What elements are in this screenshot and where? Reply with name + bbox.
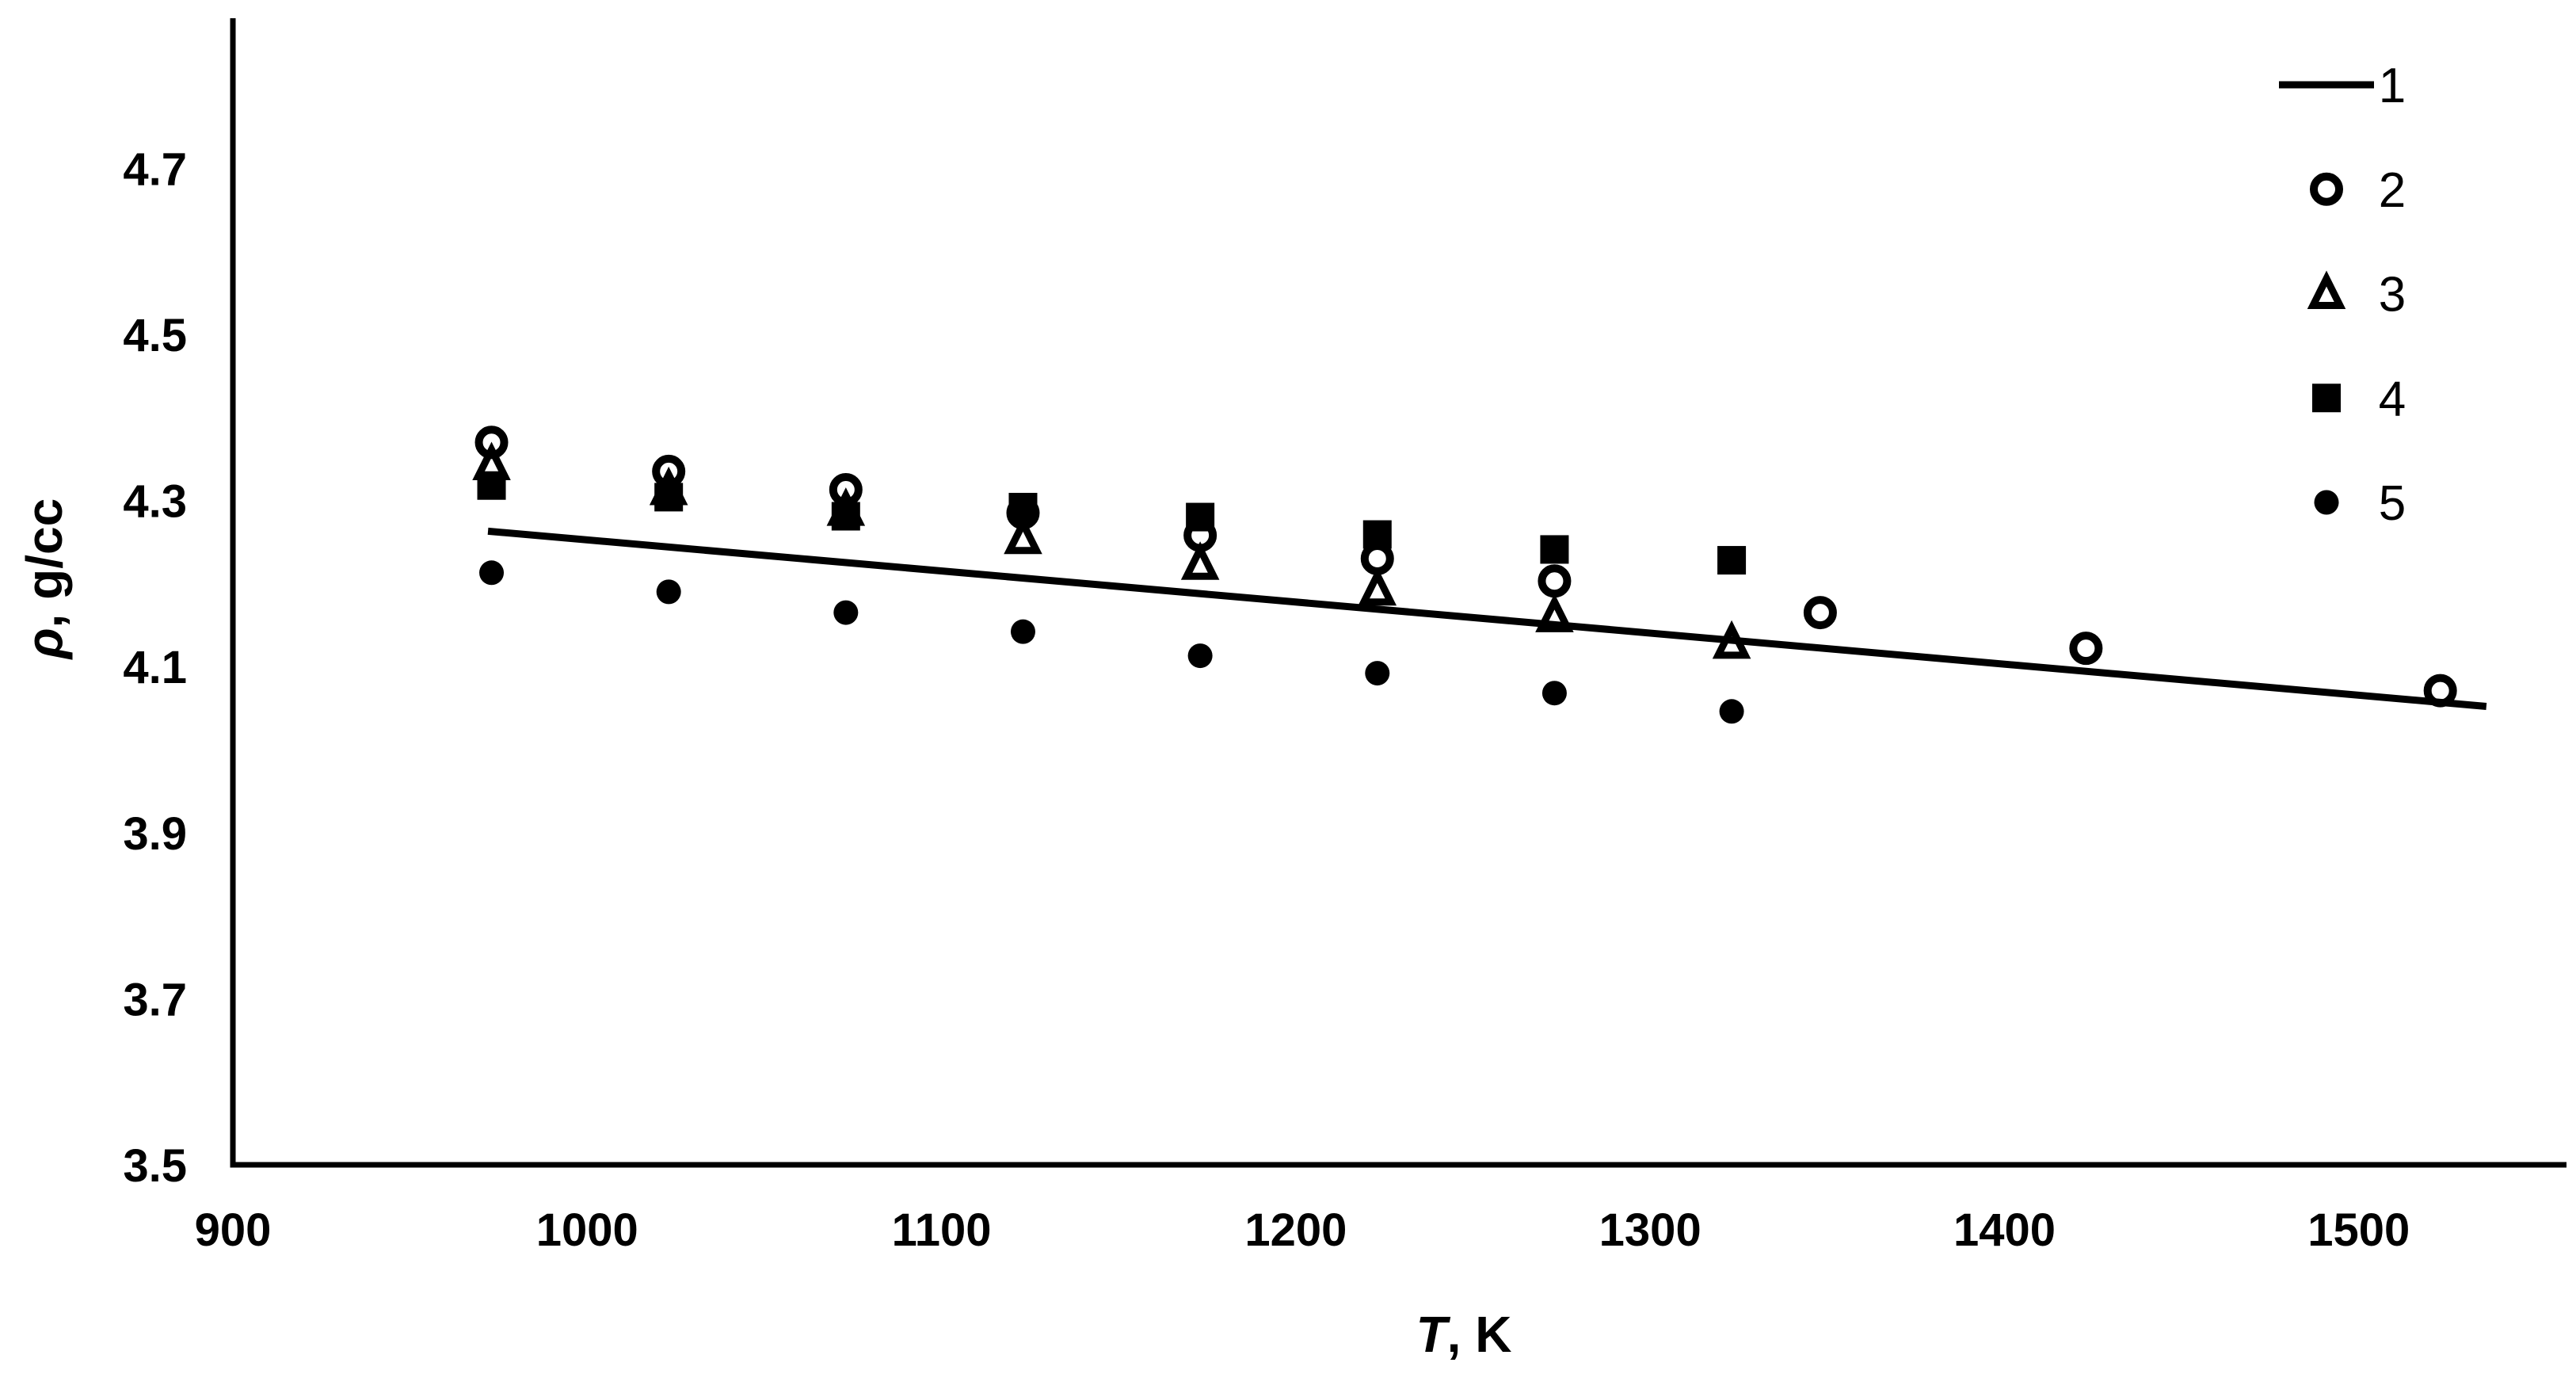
x-tick-label-1400: 1400 (1953, 1204, 2056, 1256)
series-4-point (1540, 535, 1569, 564)
y-axis-unit: , g/cc (16, 498, 73, 628)
series-3-point (1712, 620, 1751, 659)
x-tick-label-1000: 1000 (536, 1204, 638, 1256)
series-5-point (1541, 681, 1567, 706)
legend-label-5: 5 (2379, 476, 2406, 531)
series-2-point (1803, 596, 1837, 630)
x-axis-variable: T (1416, 1306, 1451, 1363)
series-2-point (474, 426, 509, 460)
legend-label-3: 3 (2379, 268, 2406, 323)
series-1 (487, 527, 2487, 710)
legend-item-1: 1 (2279, 59, 2406, 113)
series-3-point (649, 466, 688, 506)
y-axis-variable: ρ (16, 628, 73, 660)
legend-item-4: 4 (2312, 372, 2406, 426)
y-tick-label-3.5: 3.5 (123, 1140, 187, 1192)
legend-marker-4 (2312, 384, 2341, 413)
series-2-point (1538, 564, 1572, 598)
plot-series (472, 426, 2487, 724)
series-2-point (2423, 674, 2457, 708)
x-tick-label-1300: 1300 (1599, 1204, 1701, 1256)
y-tick-label-3.7: 3.7 (123, 974, 187, 1025)
series-3-point (1004, 515, 1042, 555)
legend-item-5: 5 (2314, 476, 2406, 531)
series-3 (472, 441, 1751, 659)
series-2 (474, 426, 2457, 708)
x-tick-label-1100: 1100 (892, 1204, 992, 1256)
series-2-point (1183, 518, 1218, 552)
trend-line-1 (487, 527, 2487, 710)
series-2-point (1006, 496, 1040, 530)
series-5-point (1010, 619, 1035, 644)
y-tick-label-4.1: 4.1 (123, 642, 187, 693)
legend-item-3: 3 (2307, 268, 2406, 323)
series-5-point (479, 560, 505, 586)
series-2-point (829, 472, 863, 506)
series-3-point (472, 441, 511, 481)
series-5-point (1719, 699, 1744, 724)
y-axis-title: ρ, g/cc (16, 498, 73, 660)
x-tick-label-1500: 1500 (2307, 1204, 2410, 1256)
series-3-point (826, 487, 866, 526)
legend-marker-2 (2310, 172, 2343, 206)
legend-label-2: 2 (2379, 163, 2406, 218)
series-2-point (2069, 632, 2103, 666)
series-2-point (652, 454, 686, 488)
y-tick-label-4.5: 4.5 (123, 310, 187, 361)
series-3-point (1358, 567, 1397, 606)
series-5-point (656, 579, 681, 605)
legend-label-1: 1 (2379, 59, 2406, 113)
series-2-point (1360, 541, 1394, 575)
series-3-point (1535, 593, 1574, 632)
x-tick-label-900: 900 (195, 1204, 272, 1256)
series-5-point (1365, 661, 1390, 686)
legend-item-2: 2 (2310, 163, 2406, 218)
y-tick-label-4.3: 4.3 (123, 476, 187, 528)
series-3-point (1180, 541, 1220, 580)
legend-marker-5 (2314, 490, 2339, 515)
series-5-point (833, 600, 859, 625)
series-5-point (1187, 643, 1213, 669)
y-tick-label-4.7: 4.7 (123, 143, 187, 195)
x-tick-label-1200: 1200 (1244, 1204, 1347, 1256)
legend-label-4: 4 (2379, 372, 2406, 426)
series-4-point (1717, 546, 1747, 575)
series-5 (479, 560, 1744, 724)
y-tick-label-3.9: 3.9 (123, 808, 187, 860)
x-axis-unit: , K (1447, 1306, 1512, 1363)
legend-marker-3 (2307, 270, 2346, 309)
x-axis-title: T, K (1416, 1306, 1512, 1363)
legend: 1 2 3 4 5 (2279, 59, 2406, 531)
